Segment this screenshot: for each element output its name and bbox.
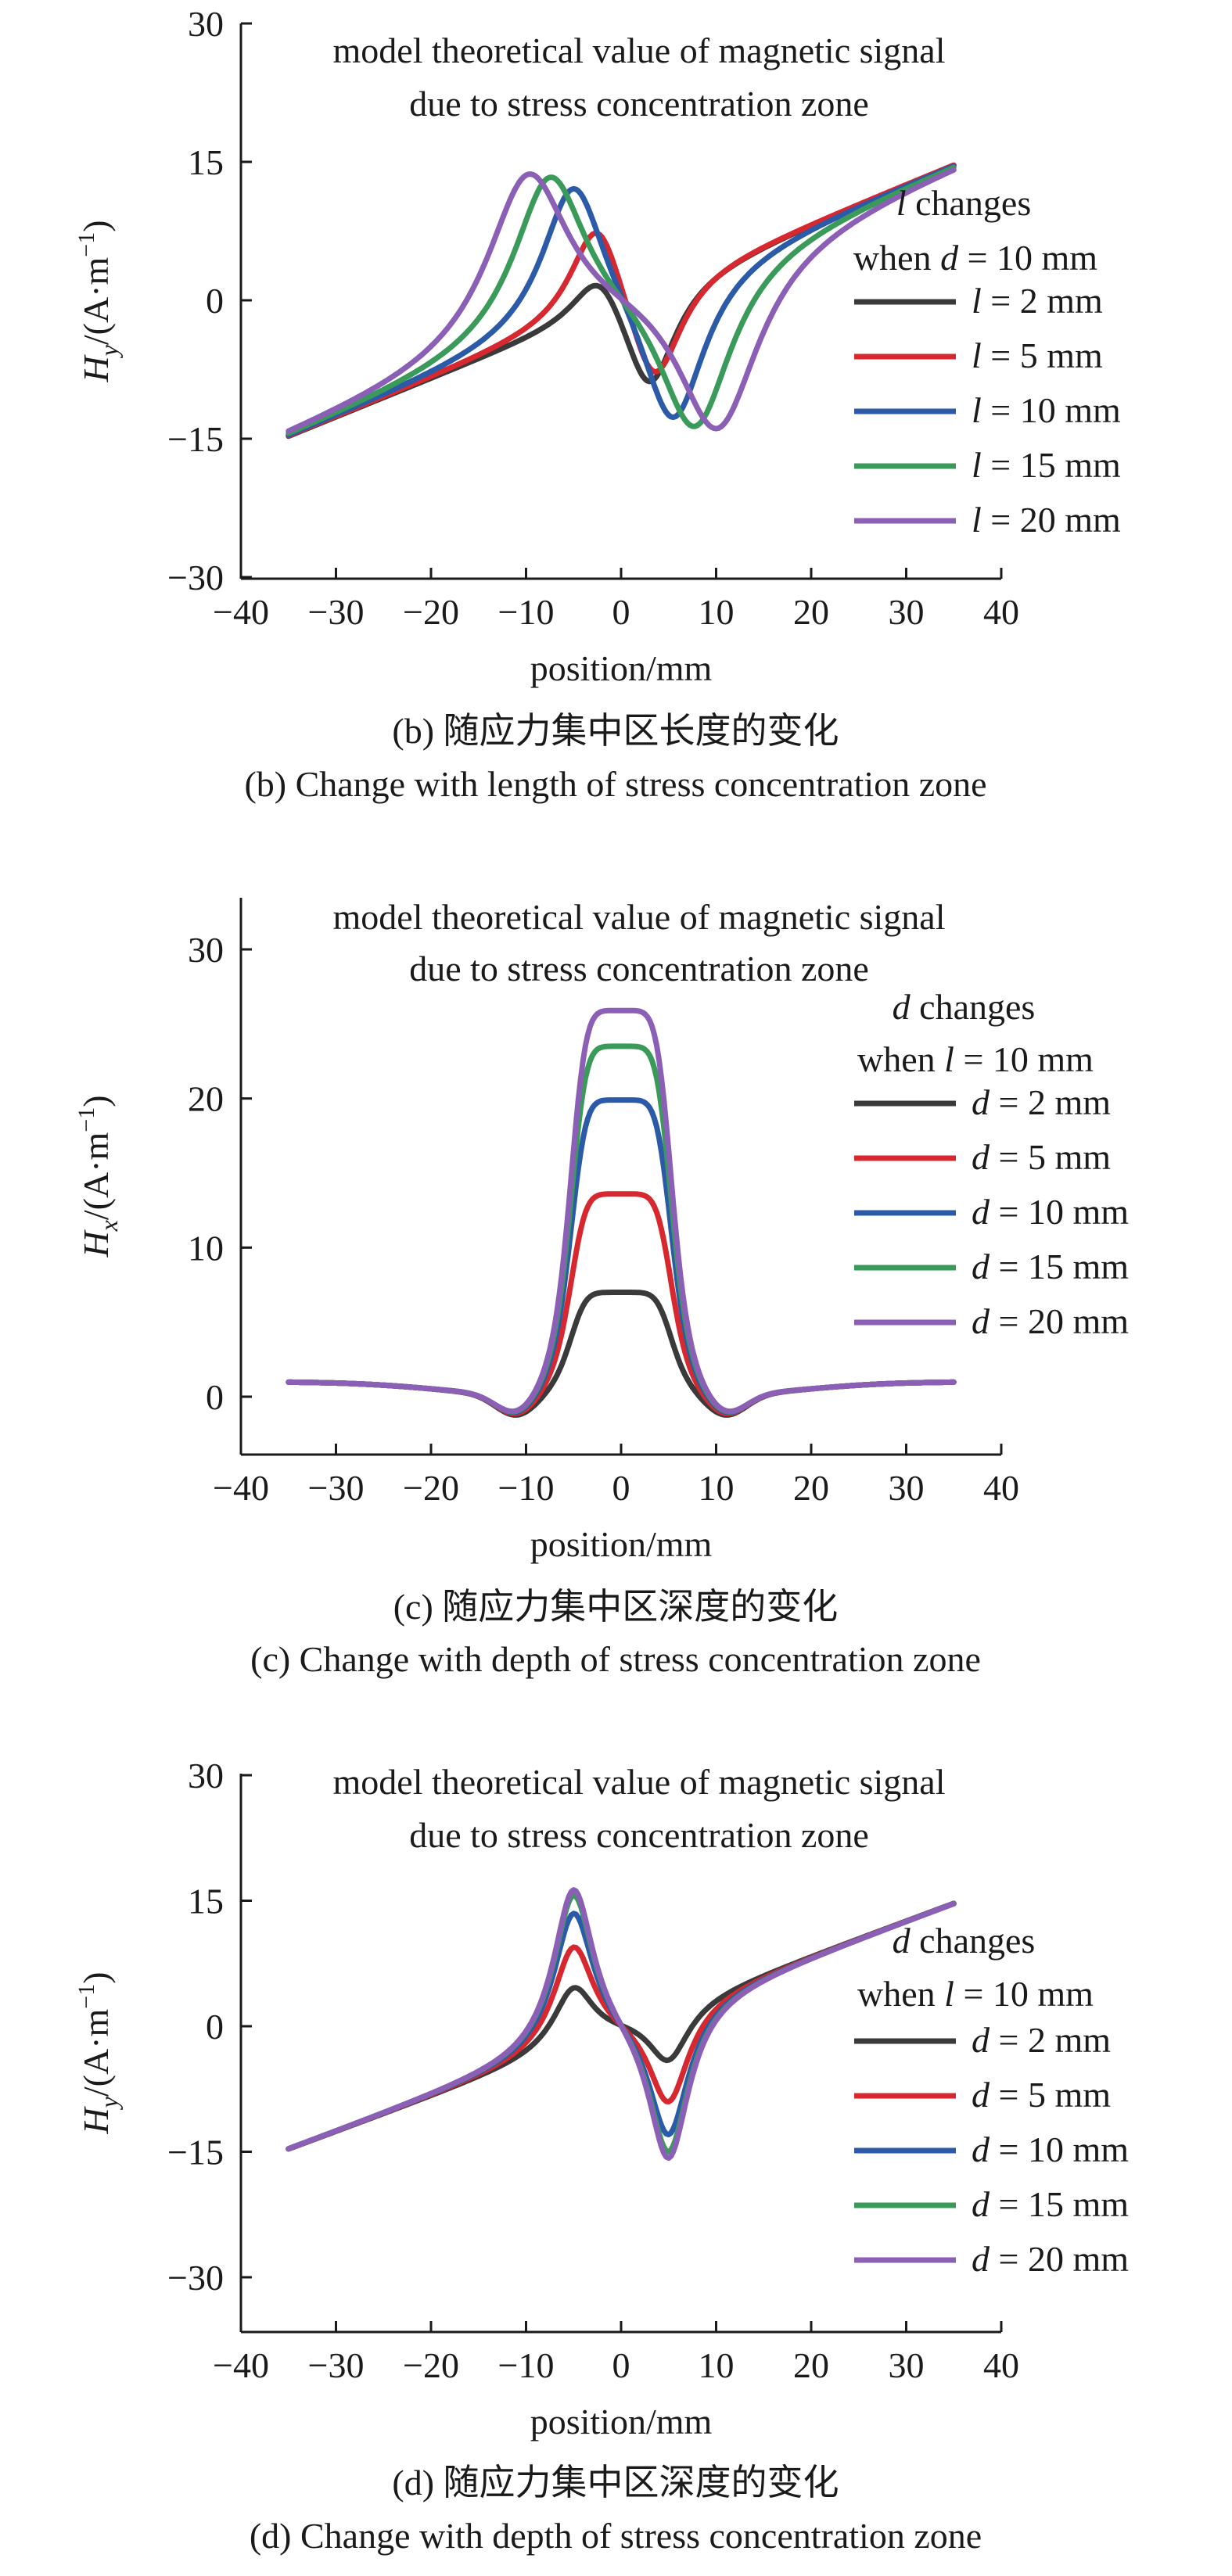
y-axis-title: Hy/(A·m−1) xyxy=(74,220,123,382)
legend-label: l = 10 mm xyxy=(972,390,1121,430)
series-line-d-20-mm xyxy=(286,1887,957,2162)
x-tick-label: 20 xyxy=(793,2345,829,2385)
x-tick-label: −20 xyxy=(403,2345,459,2385)
x-tick-label: −40 xyxy=(213,2345,269,2385)
series-line-d-20-mm xyxy=(286,1007,957,1415)
legend-title-line-2: when l = 10 mm xyxy=(857,1039,1094,1079)
series-line-d-5-mm xyxy=(286,1191,957,1417)
x-tick-label: −20 xyxy=(403,592,459,632)
x-tick-label: −30 xyxy=(308,592,365,632)
legend-label: l = 5 mm xyxy=(972,335,1103,375)
legend-label: l = 20 mm xyxy=(972,500,1121,540)
x-tick-label: −20 xyxy=(403,1468,459,1508)
legend-label: d = 10 mm xyxy=(972,1192,1129,1232)
legend-label: d = 5 mm xyxy=(972,1137,1111,1177)
annotation-line-2: due to stress concentration zone xyxy=(409,949,869,988)
x-tick-label: 30 xyxy=(889,592,925,632)
annotation-line-2: due to stress concentration zone xyxy=(409,1815,869,1855)
y-tick-label: 15 xyxy=(188,142,224,182)
chart-panel-1: −40 −30 −20 −10 0 10 20 30 4030150−15−30position… xyxy=(74,4,1121,804)
annotation-line-1: model theoretical value of magnetic sign… xyxy=(333,1762,946,1802)
x-tick-label: 10 xyxy=(699,592,735,632)
series-line-l-20-mm xyxy=(286,167,957,434)
legend-label: d = 15 mm xyxy=(972,1247,1129,1286)
x-tick-label: 40 xyxy=(983,2345,1019,2385)
caption-en: (b) Change with length of stress concent… xyxy=(244,764,986,804)
series-group xyxy=(286,1007,957,1418)
x-axis-title: position/mm xyxy=(530,648,713,688)
caption-en: (d) Change with depth of stress concentr… xyxy=(250,2516,982,2556)
x-tick-label: −10 xyxy=(498,592,555,632)
legend-title-line-1: d changes xyxy=(893,987,1036,1027)
series-line-d-10-mm xyxy=(286,1097,957,1415)
legend-label: d = 10 mm xyxy=(972,2129,1129,2169)
x-axis-title: position/mm xyxy=(530,2402,713,2441)
series-line-l-5-mm xyxy=(286,162,957,439)
legend-label: d = 2 mm xyxy=(972,2020,1111,2060)
caption-en: (c) Change with depth of stress concentr… xyxy=(250,1639,981,1679)
x-tick-label: 20 xyxy=(793,592,829,632)
annotation-line-1: model theoretical value of magnetic sign… xyxy=(333,897,946,937)
y-tick-label: 15 xyxy=(188,1882,224,1921)
y-tick-label: 0 xyxy=(206,2007,224,2047)
caption-cn: (c) 随应力集中区深度的变化 xyxy=(393,1587,839,1627)
x-tick-label: −10 xyxy=(498,1468,555,1508)
y-axis-title: Hy/(A·m−1) xyxy=(74,1971,123,2134)
x-tick-label: 30 xyxy=(889,2345,925,2385)
chart-panel-2: −40 −30 −20 −10 0 10 20 30 40 30 20 10 0 position/mm H… xyxy=(74,897,1129,1679)
x-tick-label: 40 xyxy=(983,1468,1019,1508)
y-tick-label: 10 xyxy=(188,1228,224,1268)
y-tick-label: 30 xyxy=(188,4,224,44)
legend-label: d = 20 mm xyxy=(972,2239,1129,2279)
series-group xyxy=(286,162,957,439)
legend-label: l = 2 mm xyxy=(972,281,1103,321)
y-tick-label: 30 xyxy=(188,930,224,970)
legend-title-line-2: when l = 10 mm xyxy=(857,1974,1094,2014)
x-tick-label: −40 xyxy=(213,592,269,632)
x-tick-label: 40 xyxy=(983,592,1019,632)
series-group xyxy=(286,1887,957,2162)
y-tick-label: −30 xyxy=(167,558,224,597)
x-tick-label: 10 xyxy=(699,2345,735,2385)
x-tick-label: 30 xyxy=(889,1468,925,1508)
annotation-line-1: model theoretical value of magnetic sign… xyxy=(333,30,946,70)
x-tick-label: −10 xyxy=(498,2345,555,2385)
y-tick-label: −15 xyxy=(167,419,224,459)
legend-label: d = 5 mm xyxy=(972,2075,1111,2115)
legend-label: d = 15 mm xyxy=(972,2184,1129,2224)
y-tick-label: 30 xyxy=(188,1756,224,1796)
chart-panel-3: −40 −30 −20 −10 0 10 20 30 40 30 15 0 −15 −30 position… xyxy=(74,1756,1129,2556)
y-tick-label: 20 xyxy=(188,1079,224,1119)
legend-label: d = 2 mm xyxy=(972,1082,1111,1122)
legend-title-line-2: when d = 10 mm xyxy=(853,238,1097,278)
caption-cn: (b) 随应力集中区长度的变化 xyxy=(392,711,839,751)
x-tick-label: 0 xyxy=(612,2345,630,2385)
x-tick-label: 0 xyxy=(612,1468,630,1508)
x-tick-label: 0 xyxy=(612,592,630,632)
legend-title-line-1: l changes xyxy=(896,183,1031,223)
x-tick-label: −30 xyxy=(308,1468,365,1508)
y-tick-label: −15 xyxy=(167,2133,224,2172)
legend-title-line-1: d changes xyxy=(893,1921,1036,1961)
x-tick-label: −40 xyxy=(213,1468,269,1508)
x-tick-label: −30 xyxy=(308,2345,365,2385)
y-tick-label: 0 xyxy=(206,281,224,321)
y-tick-label: 0 xyxy=(206,1377,224,1417)
x-tick-label: 10 xyxy=(699,1468,735,1508)
annotation-line-2: due to stress concentration zone xyxy=(409,84,869,124)
legend-label: l = 15 mm xyxy=(972,445,1121,485)
series-line-d-2-mm xyxy=(286,1290,957,1418)
x-tick-label: 20 xyxy=(793,1468,829,1508)
y-tick-label: −30 xyxy=(167,2258,224,2298)
caption-cn: (d) 随应力集中区深度的变化 xyxy=(392,2463,839,2502)
y-axis-title: Hx/(A·m−1) xyxy=(74,1095,123,1258)
x-axis-title: position/mm xyxy=(530,1524,713,1564)
legend-label: d = 20 mm xyxy=(972,1301,1129,1341)
